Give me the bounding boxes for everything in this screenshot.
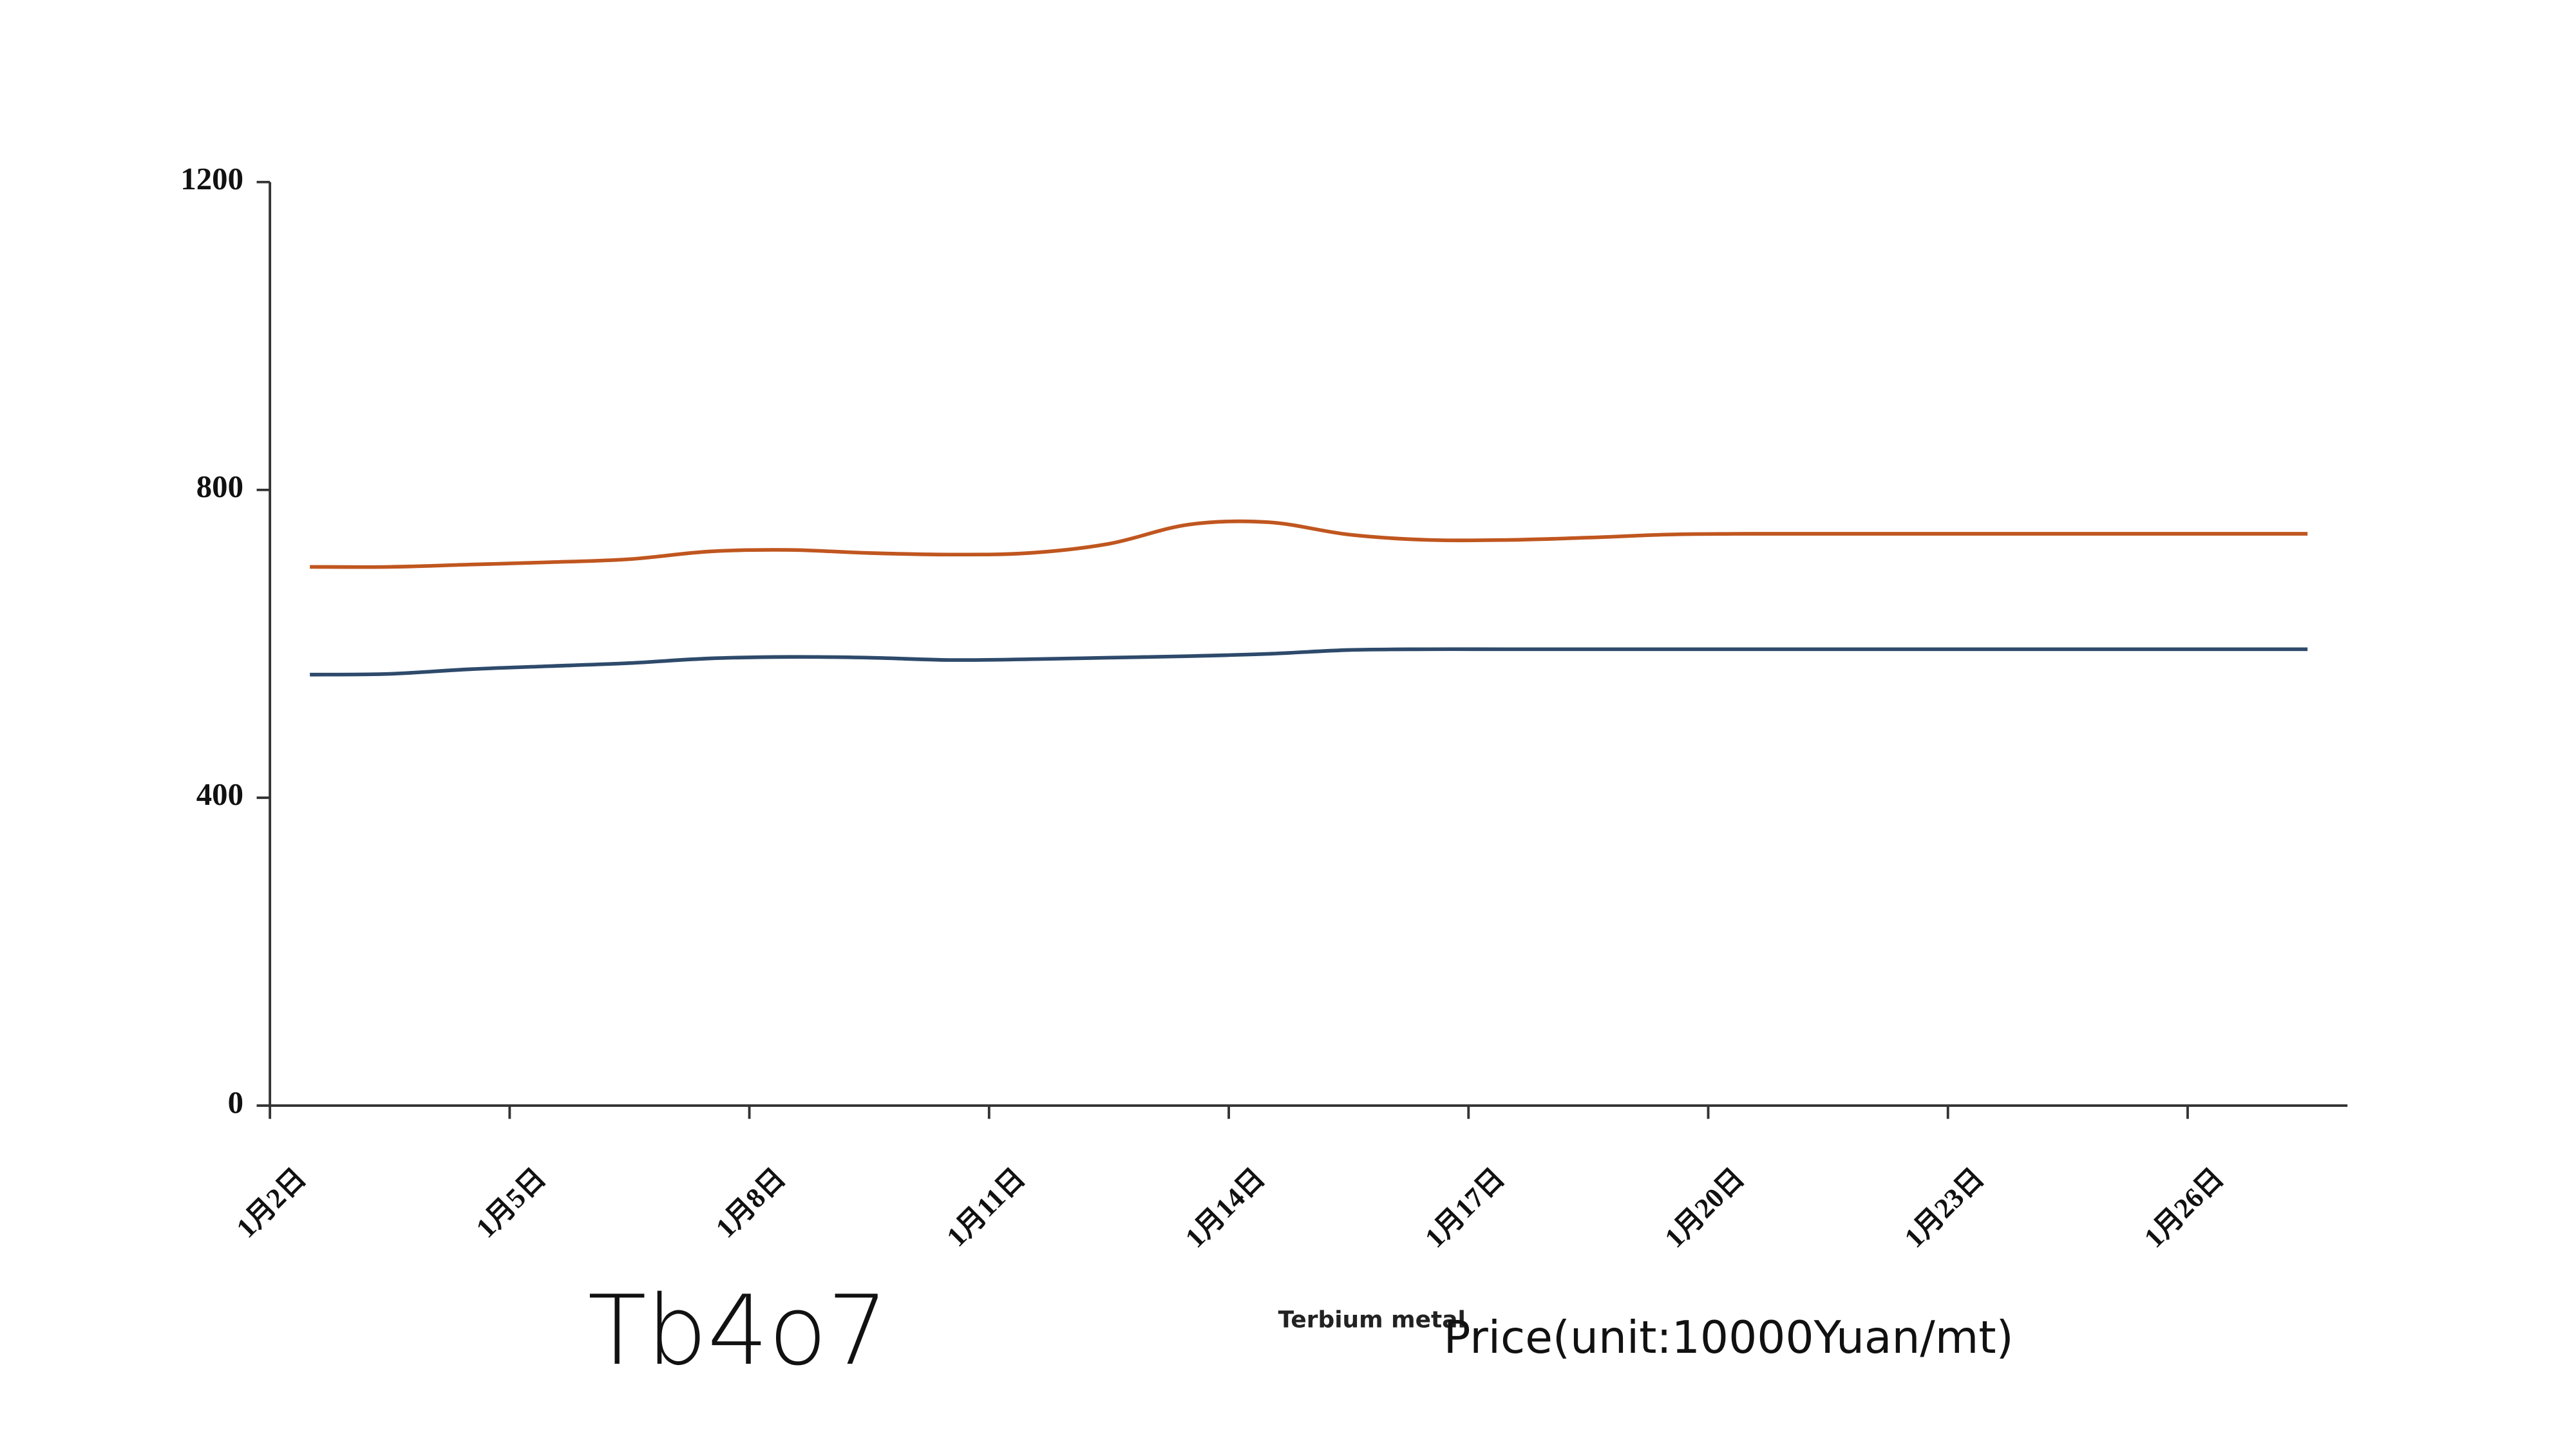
y-tick-label: 400 (196, 777, 243, 812)
x-tick-label: 1月5日 (470, 1162, 552, 1244)
x-tick-label: 1月11日 (941, 1162, 1031, 1252)
y-tick-label: 0 (228, 1084, 243, 1120)
x-tick-label: 1月2日 (231, 1162, 312, 1244)
y-tick-label: 800 (196, 469, 243, 504)
legend-label: Terbium metal (1278, 1306, 1466, 1333)
x-tick-label: 1月8日 (710, 1162, 792, 1244)
x-tick-label: 1月17日 (1419, 1162, 1511, 1254)
x-tick-label: 1月20日 (1659, 1162, 1750, 1254)
x-tick-label: 1月26日 (2138, 1162, 2230, 1254)
series-name-big: Tb4o7 (588, 1276, 889, 1387)
y-axis-label: Price(unit:10000Yuan/mt) (1444, 1312, 2014, 1364)
x-tick-label: 1月23日 (1899, 1162, 1990, 1254)
series-line (310, 647, 2308, 677)
y-tick-label: 1200 (180, 161, 243, 196)
series-line (310, 519, 2308, 569)
x-tick-label: 1月14日 (1180, 1162, 1271, 1254)
